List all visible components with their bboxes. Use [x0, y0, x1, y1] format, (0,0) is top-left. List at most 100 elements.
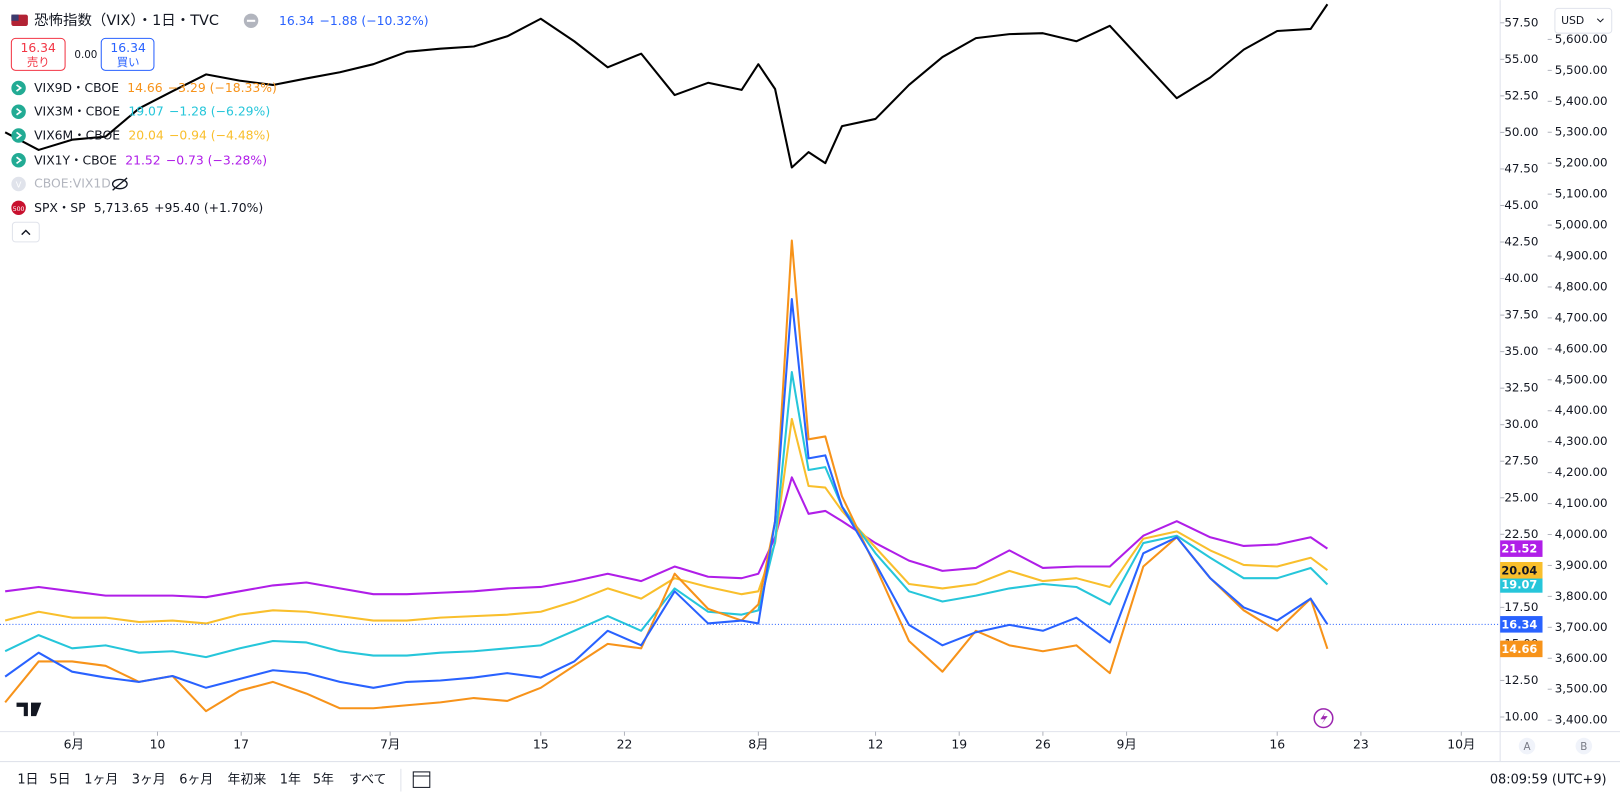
range-button[interactable]: 5日 [49, 773, 70, 788]
y2-tick-label: 3,600.00 [1555, 651, 1608, 665]
legend-value: 14.66 [127, 79, 163, 94]
x-tick-label: 12 [868, 737, 884, 752]
y-tick-label: 22.50 [1504, 527, 1538, 541]
clock: 08:09:59 (UTC+9) [1490, 773, 1607, 788]
price-tag-label: 21.52 [1501, 542, 1537, 556]
series-line [4, 3, 1329, 169]
calendar-icon[interactable] [412, 771, 431, 788]
range-button[interactable]: 1年 [280, 773, 301, 788]
range-button[interactable]: 1日 [17, 773, 38, 788]
legend-title: 恐怖指数（VIX）・1日・TVC [34, 12, 219, 29]
price-tag [1500, 616, 1543, 633]
y2-tick-label: 3,700.00 [1555, 620, 1608, 634]
legend-icon-text: 500 [13, 206, 25, 213]
legend-name: SPX・SP [34, 199, 86, 214]
y2-tick-label: 3,800.00 [1555, 589, 1608, 603]
legend-entry: VIX9D・CBOE 14.66 −3.29 (−18.33%) [34, 79, 277, 94]
y2-tick-label: 4,500.00 [1555, 372, 1608, 386]
series-line [4, 417, 1329, 625]
y2-tick-label: 5,300.00 [1555, 125, 1608, 139]
y2-tick-label: 5,100.00 [1555, 187, 1608, 201]
legend-name: VIX3M・CBOE [34, 103, 120, 118]
sell-price: 16.34 [21, 40, 57, 55]
flag-canton [11, 14, 19, 21]
y-tick-label: 47.50 [1504, 161, 1538, 175]
price-tag-label: 14.66 [1501, 642, 1537, 656]
legend-change: −1.28 (−6.29%) [169, 103, 270, 118]
axis-a-button[interactable] [1518, 737, 1536, 755]
x-tick-label: 10 [150, 737, 166, 752]
eye-slash [112, 177, 128, 191]
x-tick-label: 9月 [1116, 737, 1136, 752]
spread: 0.00 [74, 49, 97, 61]
price-tag [1500, 540, 1543, 557]
axis-b-button[interactable] [1575, 737, 1593, 755]
price-tag-label: 16.34 [1501, 617, 1537, 631]
y-tick-label: 35.00 [1504, 344, 1538, 358]
x-tick-label: 19 [951, 737, 967, 752]
x-tick-label: 16 [1269, 737, 1285, 752]
y-tick-label: 40.00 [1504, 271, 1538, 285]
range-button[interactable]: 年初来 [228, 773, 267, 788]
legend-icon [11, 128, 26, 143]
eye-off-icon[interactable] [111, 177, 128, 191]
y2-tick-label: 4,000.00 [1555, 527, 1608, 541]
buy-button[interactable] [100, 37, 155, 71]
price-tag [1500, 640, 1543, 658]
series-line [5, 476, 1328, 599]
legend-icon-arrow [16, 84, 23, 92]
y2-tick-label: 5,500.00 [1555, 63, 1608, 77]
range-button[interactable]: すべて [349, 773, 386, 788]
axis-a-label: A [1523, 741, 1530, 753]
series-line [4, 297, 1329, 689]
y2-tick-label: 3,500.00 [1555, 682, 1608, 696]
currency-button[interactable] [1554, 7, 1613, 34]
y2-tick-label: 5,600.00 [1555, 32, 1608, 46]
sell-button[interactable] [10, 37, 66, 71]
range-button[interactable]: 6ヶ月 [179, 773, 213, 788]
y-tick-label: 55.00 [1504, 52, 1538, 66]
y2-tick-label: 4,400.00 [1555, 403, 1608, 417]
eye [111, 178, 128, 190]
x-tick-label: 22 [617, 737, 633, 752]
x-tick-label: 23 [1353, 737, 1369, 752]
x-tick-label: 10月 [1447, 737, 1475, 752]
legend-entry: VIX1Y・CBOE 21.52 −0.73 (−3.28%) [34, 152, 267, 167]
price-tag [1500, 561, 1543, 579]
buy-price: 16.34 [110, 40, 146, 55]
legend-quote: 16.34 −1.88 (−10.32%) [279, 12, 429, 27]
legend-icon [11, 200, 26, 216]
range-button[interactable]: 1ヶ月 [84, 773, 118, 788]
legend-name: VIX6M・CBOE [34, 127, 120, 142]
legend-icon-arrow [16, 107, 23, 116]
legend-entry: VIX6M・CBOE 20.04 −0.94 (−4.48%) [34, 127, 270, 142]
legend-value: 20.04 [128, 127, 164, 142]
legend-value: 5,713.65 [94, 199, 149, 214]
legend-icon [11, 104, 26, 119]
legend-change: −3.29 (−18.33%) [168, 79, 277, 94]
range-button[interactable]: 5年 [313, 773, 334, 788]
hidden-icon-text: V [16, 180, 22, 190]
y2-tick-label: 5,000.00 [1555, 218, 1608, 232]
logo [16, 702, 42, 717]
y-tick-label: 25.00 [1504, 490, 1538, 504]
x-tick-label: 6月 [64, 737, 84, 752]
price-tag-label: 19.07 [1501, 577, 1537, 591]
legend-entry: SPX・SP 5,713.65 +95.40 (+1.70%) [34, 199, 263, 214]
legend-name: VIX1Y・CBOE [34, 152, 117, 167]
y2-tick-label: 4,100.00 [1555, 496, 1608, 510]
series-line [4, 239, 1329, 713]
legend-change: −1.88 (−10.32%) [320, 12, 429, 27]
range-button[interactable]: 3ヶ月 [132, 773, 166, 788]
y2-tick-label: 5,200.00 [1555, 156, 1608, 170]
header: 16.34 売り 0.00 16.34 買い V CBOE:VIX1D [10, 13, 259, 243]
legend-name: VIX9D・CBOE [34, 79, 119, 94]
axis-b-label: B [1580, 741, 1587, 753]
collapse-button[interactable] [11, 221, 40, 243]
hidden-series-name: CBOE:VIX1D [34, 176, 111, 191]
legend-change: −0.73 (−3.28%) [166, 152, 267, 167]
y-tick-label: 32.50 [1504, 381, 1538, 395]
